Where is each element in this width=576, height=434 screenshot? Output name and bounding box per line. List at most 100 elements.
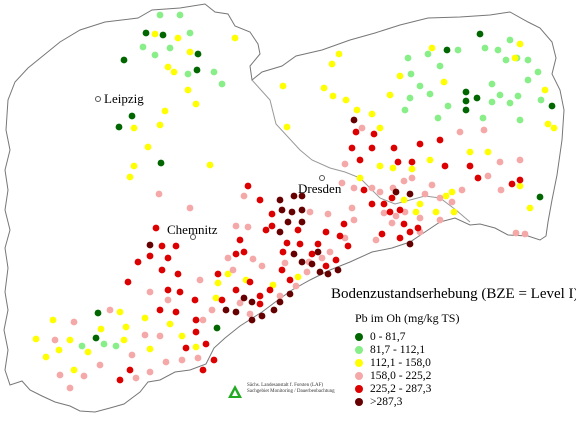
sample-point [400, 177, 408, 185]
sample-point [232, 286, 240, 294]
sample-point [244, 182, 252, 190]
sample-point [266, 286, 274, 294]
sample-point [308, 260, 316, 268]
sample-point [164, 63, 172, 71]
legend-dot-icon [355, 332, 363, 341]
legend-label: 81,7 - 112,1 [370, 343, 426, 356]
sample-point [240, 248, 248, 256]
sample-point [290, 192, 298, 200]
sample-point [537, 96, 545, 104]
sample-point [296, 240, 304, 248]
sample-point [516, 40, 524, 48]
sample-point [466, 148, 474, 156]
sample-point [276, 196, 284, 204]
sample-point [298, 258, 306, 266]
sample-point [270, 306, 278, 314]
sample-point [358, 124, 366, 132]
sample-point [394, 158, 402, 166]
sample-point [172, 308, 180, 316]
sample-point [414, 224, 422, 232]
sample-point [278, 266, 286, 274]
sample-point [80, 372, 88, 380]
sample-point [524, 56, 532, 64]
sample-point [303, 268, 311, 276]
sample-point [258, 312, 266, 320]
sample-point [350, 116, 358, 124]
sample-point [342, 96, 350, 104]
sample-point [334, 266, 342, 274]
sample-point [224, 270, 232, 278]
sample-point [172, 242, 180, 250]
district-boundary [251, 79, 471, 223]
sample-point [406, 190, 414, 198]
sample-point [166, 44, 174, 52]
legend-item: 81,7 - 112,1 [355, 343, 571, 356]
sample-point [164, 254, 172, 262]
sample-point [396, 72, 404, 80]
legend-dot-icon [355, 358, 363, 367]
sample-point [124, 278, 132, 286]
sample-point [458, 186, 466, 194]
sample-point [376, 124, 384, 132]
sample-point [268, 222, 276, 230]
sample-point [368, 144, 376, 152]
sample-point [536, 193, 544, 201]
sample-point [193, 66, 201, 74]
sample-point [488, 80, 496, 88]
sample-point [66, 384, 74, 392]
sample-point [97, 325, 105, 333]
sample-point [332, 256, 340, 264]
sample-point [356, 174, 364, 182]
sample-point [161, 107, 169, 115]
sample-point [390, 144, 398, 152]
sample-point [126, 366, 134, 374]
sample-point [152, 224, 160, 232]
sample-point [314, 240, 322, 248]
sample-point [248, 316, 256, 324]
sample-point [279, 82, 287, 90]
sample-point [380, 209, 388, 217]
legend-label: 158,0 - 225,2 [370, 369, 432, 382]
sample-point [372, 236, 380, 244]
sample-point [218, 80, 226, 88]
sample-point [314, 248, 322, 256]
sample-point [352, 128, 360, 136]
sample-point [236, 299, 244, 307]
sample-point [456, 128, 464, 136]
sample-point [236, 236, 244, 244]
sample-point [534, 68, 542, 76]
sample-point [182, 344, 190, 352]
sample-point [386, 208, 394, 216]
legend-item: 158,0 - 225,2 [355, 369, 571, 382]
city-label-dresden: Dresden [298, 181, 342, 196]
sample-point [184, 86, 192, 94]
sample-point [184, 70, 192, 78]
sample-point [392, 188, 400, 196]
sample-point [406, 240, 414, 248]
sample-point [443, 46, 451, 54]
sample-point [329, 92, 337, 100]
sample-point [340, 220, 348, 228]
sample-point [42, 353, 50, 361]
sample-point [214, 279, 222, 287]
sample-point [350, 184, 358, 192]
sample-point [484, 172, 492, 180]
sample-point [156, 306, 164, 314]
sample-point [192, 316, 200, 324]
sample-point [281, 259, 289, 267]
sample-point [436, 194, 444, 202]
sample-point [256, 300, 264, 308]
sample-point [511, 54, 519, 62]
sample-point [306, 208, 314, 216]
sample-point [192, 343, 200, 351]
sample-point [548, 102, 556, 110]
sample-point [428, 181, 436, 189]
sample-point [324, 210, 332, 218]
sample-point [146, 288, 154, 296]
sample-point [164, 286, 172, 294]
sample-point [100, 340, 108, 348]
sample-point [176, 11, 184, 19]
sample-point [389, 164, 397, 172]
sample-point [210, 356, 218, 364]
